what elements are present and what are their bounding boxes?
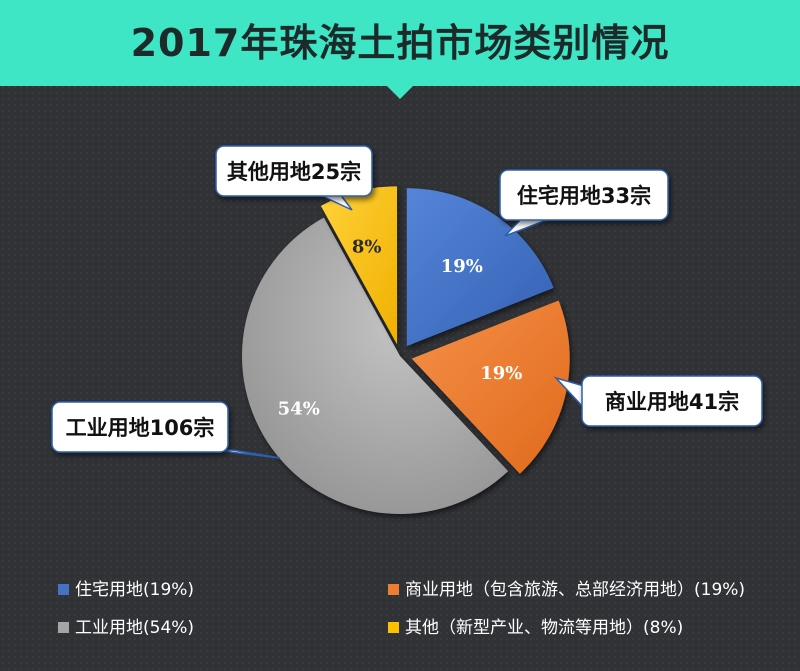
pie-slice-commercial — [411, 300, 570, 474]
legend-swatch-other — [388, 622, 399, 633]
legend-item-commercial: 商业用地（包含旅游、总部经济用地）(19%) — [388, 578, 745, 602]
pie-slice-other — [320, 186, 398, 345]
slice-percent-label-residential: 19% — [441, 256, 483, 277]
legend-label: 商业用地（包含旅游、总部经济用地）(19%) — [405, 580, 746, 600]
callout-label: 其他用地25宗 — [227, 160, 361, 184]
legend-swatch-commercial — [388, 584, 399, 595]
callout-residential: 住宅用地33宗 — [499, 169, 669, 237]
callout-other: 其他用地25宗 — [215, 145, 373, 211]
legend-item-industrial: 工业用地(54%) — [58, 616, 194, 640]
callout-box — [51, 401, 229, 453]
legend-label: 住宅用地(19%) — [75, 580, 195, 600]
title-banner — [0, 0, 800, 86]
callout-box — [215, 145, 373, 197]
callout-label: 住宅用地33宗 — [517, 184, 651, 208]
chart-legend: 住宅用地(19%) 商业用地（包含旅游、总部经济用地）(19%) 工业用地(54%)… — [0, 572, 800, 671]
legend-label: 工业用地(54%) — [75, 618, 195, 638]
chart-title: 2017年珠海土拍市场类别情况 — [130, 21, 670, 65]
callout-label: 商业用地41宗 — [605, 390, 739, 414]
title-banner-pointer — [386, 85, 414, 99]
callout-commercial: 商业用地41宗 — [553, 375, 763, 427]
callout-box — [581, 375, 763, 427]
legend-item-residential: 住宅用地(19%) — [58, 578, 194, 602]
legend-label: 其他（新型产业、物流等用地）(8%) — [405, 618, 684, 638]
legend-swatch-industrial — [58, 622, 69, 633]
slice-percent-label-commercial: 19% — [480, 363, 522, 384]
callout-box — [499, 169, 669, 221]
callout-industrial: 工业用地106宗 — [51, 401, 281, 459]
legend-swatch-residential — [58, 584, 69, 595]
legend-item-other: 其他（新型产业、物流等用地）(8%) — [388, 616, 683, 640]
pie-slice-residential — [406, 188, 554, 347]
pie-slice-industrial — [242, 217, 509, 514]
slice-percent-label-industrial: 54% — [278, 399, 320, 420]
callout-label: 工业用地106宗 — [66, 416, 215, 440]
slice-percent-label-other: 8% — [352, 236, 382, 257]
